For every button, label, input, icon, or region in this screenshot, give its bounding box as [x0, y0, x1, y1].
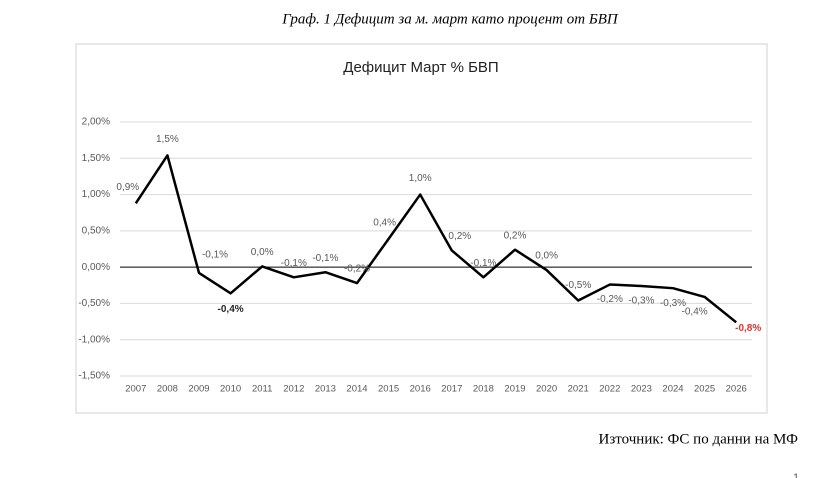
data-label: -0,4% [682, 307, 708, 318]
data-label: -0,1% [202, 250, 228, 261]
data-label: 0,0% [535, 251, 558, 262]
x-tick-label: 2019 [504, 384, 525, 395]
chart-title: Дефицит Март % БВП [343, 59, 498, 76]
data-label: -0,1% [470, 258, 496, 269]
data-label: -0,5% [565, 280, 591, 291]
y-tick-label: 0,00% [82, 262, 110, 273]
data-label: 0,9% [116, 182, 139, 193]
x-tick-label: 2023 [631, 384, 652, 395]
data-label: -0,8% [735, 323, 761, 334]
y-tick-label: -1,50% [78, 371, 110, 382]
x-tick-label: 2015 [378, 384, 399, 395]
x-tick-label: 2009 [188, 384, 209, 395]
source: Източник: ФС по данни на МФ [599, 431, 799, 447]
y-tick-label: 1,00% [82, 189, 110, 200]
x-tick-label: 2017 [441, 384, 462, 395]
x-tick-label: 2011 [252, 384, 272, 395]
data-label: -0,1% [312, 253, 338, 264]
x-tick-label: 2020 [536, 384, 557, 395]
data-label: 0,4% [373, 217, 396, 228]
x-tick-label: 2013 [315, 384, 336, 395]
page-number: 1 [793, 472, 799, 478]
data-label: 0,2% [448, 231, 471, 242]
data-label: 0,0% [251, 247, 274, 258]
data-label: -0,2% [597, 294, 623, 305]
x-tick-label: 2007 [125, 384, 146, 395]
line-series [134, 154, 737, 324]
data-label: -0,3% [628, 296, 654, 307]
x-tick-label: 2025 [694, 384, 715, 395]
data-label: 0,2% [504, 230, 527, 241]
data-label: -0,1% [281, 258, 307, 269]
chart-frame [75, 43, 768, 414]
x-tick-label: 2014 [346, 384, 367, 395]
x-tick-label: 2008 [157, 384, 178, 395]
x-tick-label: 2026 [726, 384, 747, 395]
x-tick-label: 2010 [220, 384, 241, 395]
data-label: -0,4% [218, 304, 244, 315]
x-tick-label: 2018 [473, 384, 494, 395]
data-label: 1,0% [409, 173, 432, 184]
y-tick-label: 0,50% [82, 225, 110, 236]
x-tick-label: 2016 [410, 384, 431, 395]
data-label: 1,5% [156, 134, 179, 145]
x-tick-label: 2024 [662, 384, 683, 395]
y-tick-label: -1,00% [78, 334, 110, 345]
caption: Граф. 1 Дефицит за м. март като процент … [281, 11, 619, 27]
data-label: -0,2% [344, 264, 370, 275]
data-label: -0,3% [660, 298, 686, 309]
y-tick-label: 1,50% [82, 153, 110, 164]
x-tick-label: 2012 [283, 384, 304, 395]
y-tick-label: -0,50% [78, 298, 110, 309]
x-tick-label: 2021 [568, 384, 589, 395]
y-tick-label: 2,00% [82, 117, 110, 128]
x-tick-label: 2022 [599, 384, 620, 395]
